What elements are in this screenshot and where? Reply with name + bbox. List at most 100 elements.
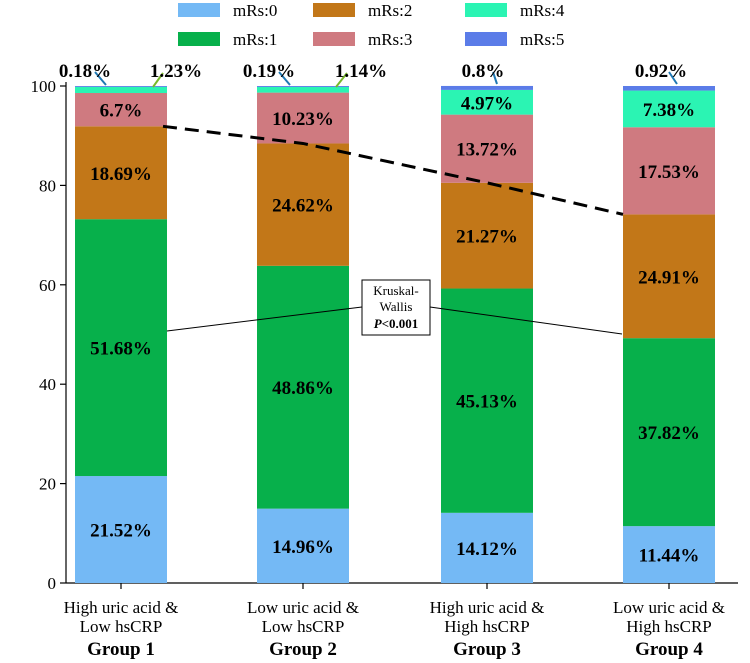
legend-label-mrs-2: mRs:2 — [368, 1, 412, 20]
data-label-group-1-mrs-3: 6.7% — [100, 101, 143, 122]
bar-group-1-mrs-3 — [75, 93, 167, 127]
bar-group-4-mrs-4 — [623, 90, 715, 128]
legend-item-mrs-0: mRs:0 — [178, 1, 277, 20]
x-sublabel-1-group-3: High uric acid & — [430, 598, 545, 617]
bar-group-2-mrs-2 — [257, 143, 349, 266]
x-sublabel-1-group-4: Low uric acid & — [613, 598, 725, 617]
x-sublabel-2-group-2: Low hsCRP — [262, 617, 345, 636]
annotation-line-2: Wallis — [380, 299, 413, 314]
bar-group-1-mrs-0 — [75, 476, 167, 583]
bar-group-2-mrs-4 — [257, 86, 349, 93]
bar-group-1-mrs-4 — [75, 86, 167, 94]
annotation-line-1: Kruskal- — [373, 283, 419, 298]
bar-group-3-mrs-0 — [441, 512, 533, 583]
legend-item-mrs-1: mRs:1 — [178, 30, 277, 49]
callout-line-group-2-mrs-5 — [278, 71, 291, 86]
legend-swatch-mrs-5 — [465, 32, 507, 46]
data-label-group-1-mrs-2: 18.69% — [90, 164, 152, 185]
annotation-p-symbol: P — [374, 316, 383, 331]
y-tick-label-40: 40 — [39, 375, 56, 394]
x-sublabel-2-group-3: High hsCRP — [444, 617, 530, 636]
y-tick-label-80: 80 — [39, 176, 56, 195]
y-tick-label-0: 0 — [48, 574, 57, 593]
x-sublabel-2-group-1: Low hsCRP — [80, 617, 163, 636]
data-label-group-3-mrs-5: 0.8% — [462, 61, 505, 82]
x-sublabel-2-group-4: High hsCRP — [626, 617, 712, 636]
annotation-leader-left — [166, 306, 363, 332]
bar-group-2-mrs-3 — [257, 92, 349, 144]
data-label-group-4-mrs-0: 11.44% — [639, 546, 700, 567]
bar-group-2-mrs-0 — [257, 508, 349, 583]
data-label-group-2-mrs-4: 1.14% — [335, 61, 387, 82]
data-label-group-1-mrs-0: 21.52% — [90, 521, 152, 542]
bar-group-3-mrs-4 — [441, 89, 533, 115]
data-label-group-3-mrs-3: 13.72% — [456, 140, 518, 161]
legend-swatch-mrs-3 — [313, 32, 355, 46]
data-label-group-3-mrs-0: 14.12% — [456, 539, 518, 560]
legend-item-mrs-5: mRs:5 — [465, 30, 564, 49]
callout-line-group-4-mrs-5 — [668, 71, 678, 85]
annotation-box — [361, 279, 431, 336]
x-sublabel-1-group-2: Low uric acid & — [247, 598, 359, 617]
callout-line-group-2-mrs-4 — [335, 72, 348, 88]
y-tick-label-60: 60 — [39, 276, 56, 295]
bar-group-1-mrs-2 — [75, 126, 167, 220]
data-label-group-4-mrs-1: 37.82% — [638, 423, 700, 444]
legend-swatch-mrs-1 — [178, 32, 220, 46]
legend-label-mrs-3: mRs:3 — [368, 30, 412, 49]
bar-group-3-mrs-1 — [441, 288, 533, 513]
data-label-group-1-mrs-5: 0.18% — [59, 61, 111, 82]
bar-group-3-mrs-3 — [441, 114, 533, 183]
bar-group-3-mrs-2 — [441, 182, 533, 289]
annotation-p-threshold: <0.001 — [382, 316, 419, 331]
legend-label-mrs-0: mRs:0 — [233, 1, 277, 20]
legend-swatch-mrs-4 — [465, 3, 507, 17]
annotation-leader-right — [429, 306, 623, 335]
bar-group-4-mrs-2 — [623, 214, 715, 339]
data-label-group-2-mrs-1: 48.86% — [272, 378, 334, 399]
annotation-p-value: P<0.001 — [374, 316, 419, 331]
x-category-label-group-4: Group 4 — [635, 639, 703, 660]
data-label-group-4-mrs-3: 17.53% — [638, 162, 700, 183]
legend-swatch-mrs-0 — [178, 3, 220, 17]
bar-group-4-mrs-3 — [623, 127, 715, 215]
data-label-group-4-mrs-4: 7.38% — [643, 100, 695, 121]
y-tick-label-20: 20 — [39, 475, 56, 494]
x-category-label-group-3: Group 3 — [453, 639, 521, 660]
data-label-group-4-mrs-2: 24.91% — [638, 267, 700, 288]
data-label-group-3-mrs-4: 4.97% — [461, 93, 513, 114]
trend-dashed-line — [162, 124, 624, 216]
data-label-group-3-mrs-1: 45.13% — [456, 392, 518, 413]
y-tick-label-100: 100 — [31, 77, 57, 96]
callout-line-group-1-mrs-4 — [152, 72, 164, 88]
legend-item-mrs-3: mRs:3 — [313, 30, 412, 49]
legend-label-mrs-5: mRs:5 — [520, 30, 564, 49]
legend-swatch-mrs-2 — [313, 3, 355, 17]
bar-group-4-mrs-5 — [623, 86, 715, 91]
legend-item-mrs-2: mRs:2 — [313, 1, 412, 20]
x-category-label-group-1: Group 1 — [87, 639, 155, 660]
callout-line-group-1-mrs-5 — [94, 71, 107, 86]
x-sublabel-1-group-1: High uric acid & — [64, 598, 179, 617]
bar-group-2-mrs-5 — [257, 86, 349, 87]
callout-line-group-3-mrs-5 — [492, 71, 498, 85]
bar-group-3-mrs-5 — [441, 85, 533, 90]
data-label-group-1-mrs-4: 1.23% — [150, 61, 202, 82]
bar-group-1-mrs-5 — [75, 86, 167, 87]
legend-label-mrs-1: mRs:1 — [233, 30, 277, 49]
data-label-group-1-mrs-1: 51.68% — [90, 339, 152, 360]
x-category-label-group-2: Group 2 — [269, 639, 337, 660]
data-label-group-2-mrs-0: 14.96% — [272, 537, 334, 558]
bar-group-2-mrs-1 — [257, 265, 349, 509]
data-label-group-2-mrs-5: 0.19% — [243, 61, 295, 82]
bar-group-4-mrs-0 — [623, 526, 715, 583]
data-label-group-2-mrs-3: 10.23% — [272, 109, 334, 130]
data-label-group-2-mrs-2: 24.62% — [272, 196, 334, 217]
legend-label-mrs-4: mRs:4 — [520, 1, 565, 20]
legend-item-mrs-4: mRs:4 — [465, 1, 565, 20]
bar-group-1-mrs-1 — [75, 219, 167, 477]
data-label-group-4-mrs-5: 0.92% — [635, 61, 687, 82]
bar-group-4-mrs-1 — [623, 338, 715, 527]
